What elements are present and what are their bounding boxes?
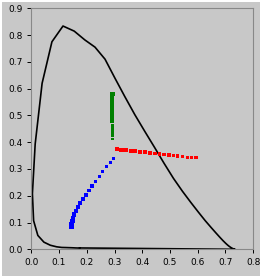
Point (110, 95, 114, 99)
Point (84, 193, 88, 197)
Point (75, 205, 80, 209)
Point (70, 219, 74, 223)
Point (185, 155, 189, 159)
Point (167, 153, 171, 157)
Point (97, 174, 101, 179)
Point (108, 160, 112, 165)
Point (110, 109, 114, 113)
Point (74, 209, 78, 213)
Point (157, 152, 162, 156)
Point (143, 150, 147, 155)
Point (87, 188, 91, 193)
Point (69, 224, 73, 228)
Point (69, 222, 73, 227)
Point (138, 150, 142, 154)
Point (148, 151, 152, 155)
Point (119, 147, 123, 152)
Point (110, 105, 114, 110)
Point (133, 149, 137, 153)
Point (90, 184, 94, 188)
Point (93, 179, 98, 183)
Point (110, 92, 114, 96)
Point (101, 170, 105, 174)
Point (71, 216, 75, 220)
Point (110, 102, 114, 106)
Point (110, 134, 114, 138)
Point (72, 212, 76, 217)
Point (110, 119, 114, 124)
Point (81, 197, 85, 201)
Point (110, 127, 114, 131)
Point (110, 130, 114, 134)
Point (171, 153, 175, 158)
Point (110, 137, 115, 141)
Point (162, 152, 166, 157)
Point (181, 155, 185, 159)
Point (189, 155, 194, 160)
Point (111, 156, 115, 160)
Point (105, 165, 109, 169)
Point (70, 222, 74, 226)
Point (194, 155, 198, 160)
Point (69, 225, 74, 229)
Point (78, 201, 82, 205)
Point (110, 98, 114, 103)
Point (110, 123, 114, 128)
Point (110, 116, 114, 120)
Point (110, 113, 114, 117)
Point (176, 154, 180, 158)
Point (128, 148, 133, 153)
Point (153, 151, 157, 156)
Point (124, 148, 128, 152)
Point (115, 147, 119, 151)
